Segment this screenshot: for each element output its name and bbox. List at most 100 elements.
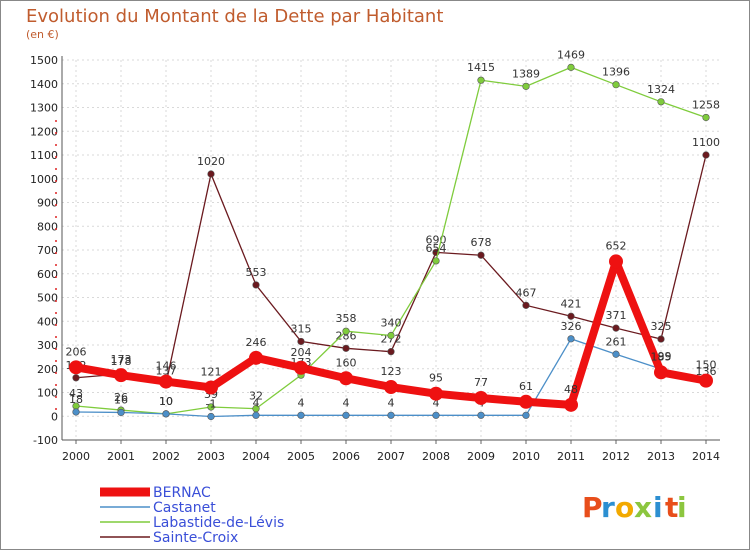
- legend-item: Sainte-Croix: [100, 530, 238, 546]
- data-label: 4: [298, 396, 305, 409]
- data-label: 1389: [512, 67, 540, 80]
- data-point: [432, 257, 440, 265]
- data-label: 652: [606, 239, 627, 252]
- data-label: 137: [156, 365, 177, 378]
- data-label: 553: [246, 266, 267, 279]
- data-point: [567, 312, 575, 320]
- x-tick-label: 2014: [692, 450, 720, 463]
- data-point: [612, 324, 620, 332]
- y-tick-label: 500: [37, 292, 58, 305]
- data-label: 1020: [197, 155, 225, 168]
- data-point: [387, 331, 395, 340]
- data-label: 43: [69, 387, 83, 400]
- x-tick-label: 2000: [62, 450, 90, 463]
- data-label: 178: [111, 355, 132, 368]
- data-label: 261: [606, 335, 627, 348]
- legend-label: Castanet: [153, 500, 216, 516]
- data-label: 204: [291, 346, 312, 359]
- data-point: [477, 411, 485, 419]
- data-label: 1396: [602, 66, 630, 79]
- series-bernac: 206 173 146 121 246 204 160 123 95 77 61 48 652 185 15…: [66, 239, 717, 412]
- data-label: 1415: [467, 61, 495, 74]
- data-label: 77: [474, 376, 488, 389]
- y-tick-label: 1000: [30, 173, 58, 186]
- data-point: [612, 81, 620, 89]
- data-point: [522, 301, 530, 309]
- data-point: [657, 335, 665, 343]
- data-label: 340: [381, 317, 402, 330]
- y-tick-label: 100: [37, 387, 58, 400]
- x-tick-label: 2004: [242, 450, 270, 463]
- logo-letter: P: [582, 491, 603, 524]
- data-label: 123: [381, 365, 402, 378]
- data-label: 150: [696, 359, 717, 372]
- data-label: 326: [561, 320, 582, 333]
- x-tick-label: 2008: [422, 450, 450, 463]
- x-tick-label: 2010: [512, 450, 540, 463]
- data-point: [297, 411, 305, 419]
- data-label: 95: [429, 372, 443, 385]
- x-tick-label: 2006: [332, 450, 360, 463]
- x-tick-label: 2003: [197, 450, 225, 463]
- data-label: 1100: [692, 136, 720, 149]
- y-tick-label: 1300: [30, 102, 58, 115]
- data-label: 286: [336, 329, 357, 342]
- data-point: [204, 380, 218, 395]
- legend-label: Sainte-Croix: [153, 530, 238, 546]
- legend-item: Castanet: [100, 500, 216, 516]
- logo-letter: r: [601, 491, 615, 524]
- data-label: 10: [159, 395, 173, 408]
- data-label: 358: [336, 312, 357, 325]
- data-label: 48: [564, 383, 578, 396]
- data-point: [342, 344, 350, 352]
- data-label: 246: [246, 336, 267, 349]
- data-point: [384, 380, 398, 395]
- x-tick-label: 2005: [287, 450, 315, 463]
- legend-item: Labastide-de-Lévis: [100, 515, 284, 531]
- legend-label: Labastide-de-Lévis: [153, 515, 284, 531]
- data-label: 371: [606, 309, 627, 322]
- data-label: 690: [426, 233, 447, 246]
- logo-letter: i: [677, 491, 687, 524]
- data-point: [342, 411, 350, 419]
- data-point: [609, 254, 623, 269]
- chart-title: Evolution du Montant de la Dette par Hab…: [26, 6, 443, 27]
- y-tick-label: 700: [37, 244, 58, 257]
- data-label: 1258: [692, 98, 720, 111]
- data-point: [72, 408, 80, 416]
- data-label: 467: [516, 286, 537, 299]
- series-labastide-de-l-vis: 4326103932173358340654141513891469139613…: [69, 48, 720, 418]
- proxiti-logo: Pr o x i ti: [582, 491, 687, 524]
- data-point: [474, 390, 488, 405]
- data-point: [342, 327, 350, 335]
- legend: BERNACCastanetLabastide-de-LévisSainte-C…: [100, 485, 284, 546]
- data-label: 16: [114, 393, 128, 406]
- y-tick-label: 200: [37, 363, 58, 376]
- data-point: [657, 98, 665, 106]
- data-point: [207, 412, 215, 421]
- data-label: 421: [561, 297, 582, 310]
- data-point: [522, 82, 530, 90]
- x-tick-label: 2002: [152, 450, 180, 463]
- data-label: 146: [156, 360, 177, 373]
- data-point: [387, 411, 395, 419]
- data-label: 206: [66, 345, 87, 358]
- data-label: 325: [651, 320, 672, 333]
- data-point: [252, 411, 260, 419]
- data-label: 272: [381, 333, 402, 346]
- logo-letter: i: [653, 491, 663, 524]
- data-label: 4: [253, 396, 260, 409]
- data-point: [699, 373, 713, 388]
- data-label: 1324: [647, 83, 675, 96]
- data-point: [207, 170, 215, 178]
- data-label: 185: [651, 350, 672, 363]
- data-point: [339, 371, 353, 386]
- y-tick-label: 400: [37, 315, 58, 328]
- data-point: [297, 337, 305, 346]
- y-tick-label: -100: [33, 434, 58, 447]
- data-label: 1469: [557, 48, 585, 61]
- logo-letter: o: [615, 491, 634, 524]
- data-label: 18: [69, 393, 83, 406]
- legend-item: BERNAC: [100, 485, 211, 501]
- y-tick-label: 300: [37, 339, 58, 352]
